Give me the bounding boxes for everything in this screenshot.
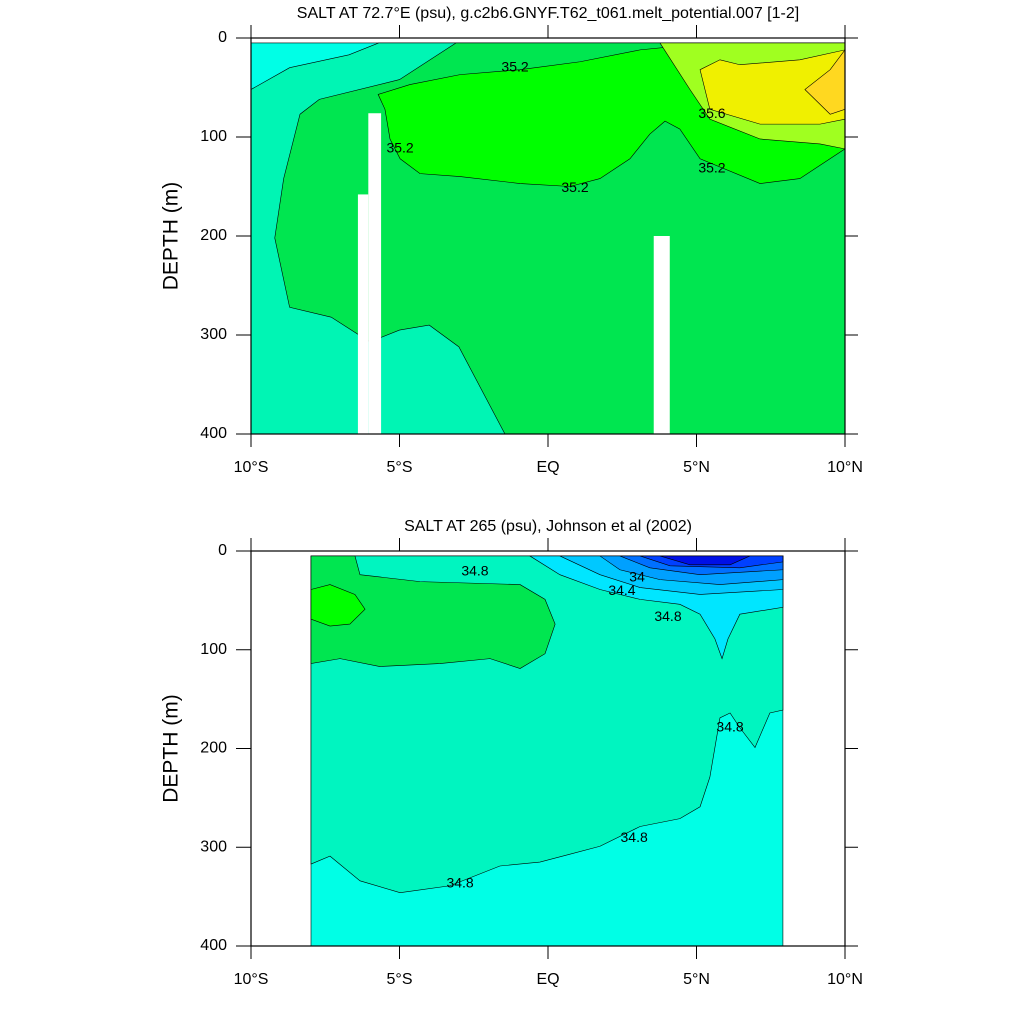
x-tick-label: 5°S: [387, 971, 413, 988]
contour-label: 34: [629, 568, 645, 584]
chart-title: SALT AT 265 (psu), Johnson et al (2002): [404, 518, 692, 535]
contour-label: 34.8: [654, 608, 681, 624]
x-tick-label: 10°S: [234, 971, 269, 988]
x-tick-label: 10°N: [827, 971, 863, 988]
x-tick-label: EQ: [536, 971, 559, 988]
contour-label: 34.8: [461, 562, 488, 578]
y-axis-title: DEPTH (m): [160, 182, 183, 291]
y-tick-label: 200: [200, 227, 227, 244]
chart-title: SALT AT 72.7°E (psu), g.c2b6.GNYF.T62_t0…: [297, 5, 799, 22]
y-tick-label: 200: [200, 740, 227, 757]
y-tick-label: 300: [200, 326, 227, 343]
missing-data: [368, 113, 382, 434]
contour-label: 34.4: [608, 582, 635, 598]
contour-label: 35.2: [561, 179, 588, 195]
y-tick-label: 400: [200, 425, 227, 442]
x-tick-label: 5°S: [387, 459, 413, 476]
missing-data: [653, 236, 670, 434]
x-tick-label: 5°N: [683, 459, 710, 476]
y-tick-label: 0: [218, 29, 227, 46]
contour-region: [310, 584, 366, 627]
missing-data: [357, 194, 369, 434]
y-tick-label: 0: [218, 542, 227, 559]
contour-region: [804, 49, 845, 115]
plot-area: [310, 555, 784, 946]
y-tick-label: 400: [200, 937, 227, 954]
y-tick-label: 100: [200, 128, 227, 145]
plot-area: [251, 42, 845, 434]
contour-label: 35.2: [386, 140, 413, 156]
panel: 35.2 35.2 35.2 35.6 35.2 10°S 5°S EQ 5°N 10°N 0 100…: [160, 5, 863, 476]
contour-label: 34.8: [621, 829, 648, 845]
contour-region: [310, 555, 556, 669]
contour-label: 35.2: [501, 58, 528, 74]
x-tick-label: 10°S: [234, 459, 269, 476]
contour-label: 35.2: [698, 159, 725, 175]
y-axis-title: DEPTH (m): [160, 694, 183, 803]
contour-label: 35.6: [698, 105, 725, 121]
contour-label: 34.8: [716, 718, 743, 734]
x-tick-label: 5°N: [683, 971, 710, 988]
y-tick-label: 100: [200, 641, 227, 658]
contour-region: [659, 555, 751, 566]
y-tick-label: 300: [200, 838, 227, 855]
contour-region: [699, 49, 845, 125]
contour-label: 34.8: [446, 874, 473, 890]
x-tick-label: EQ: [536, 459, 559, 476]
x-tick-label: 10°N: [827, 459, 863, 476]
